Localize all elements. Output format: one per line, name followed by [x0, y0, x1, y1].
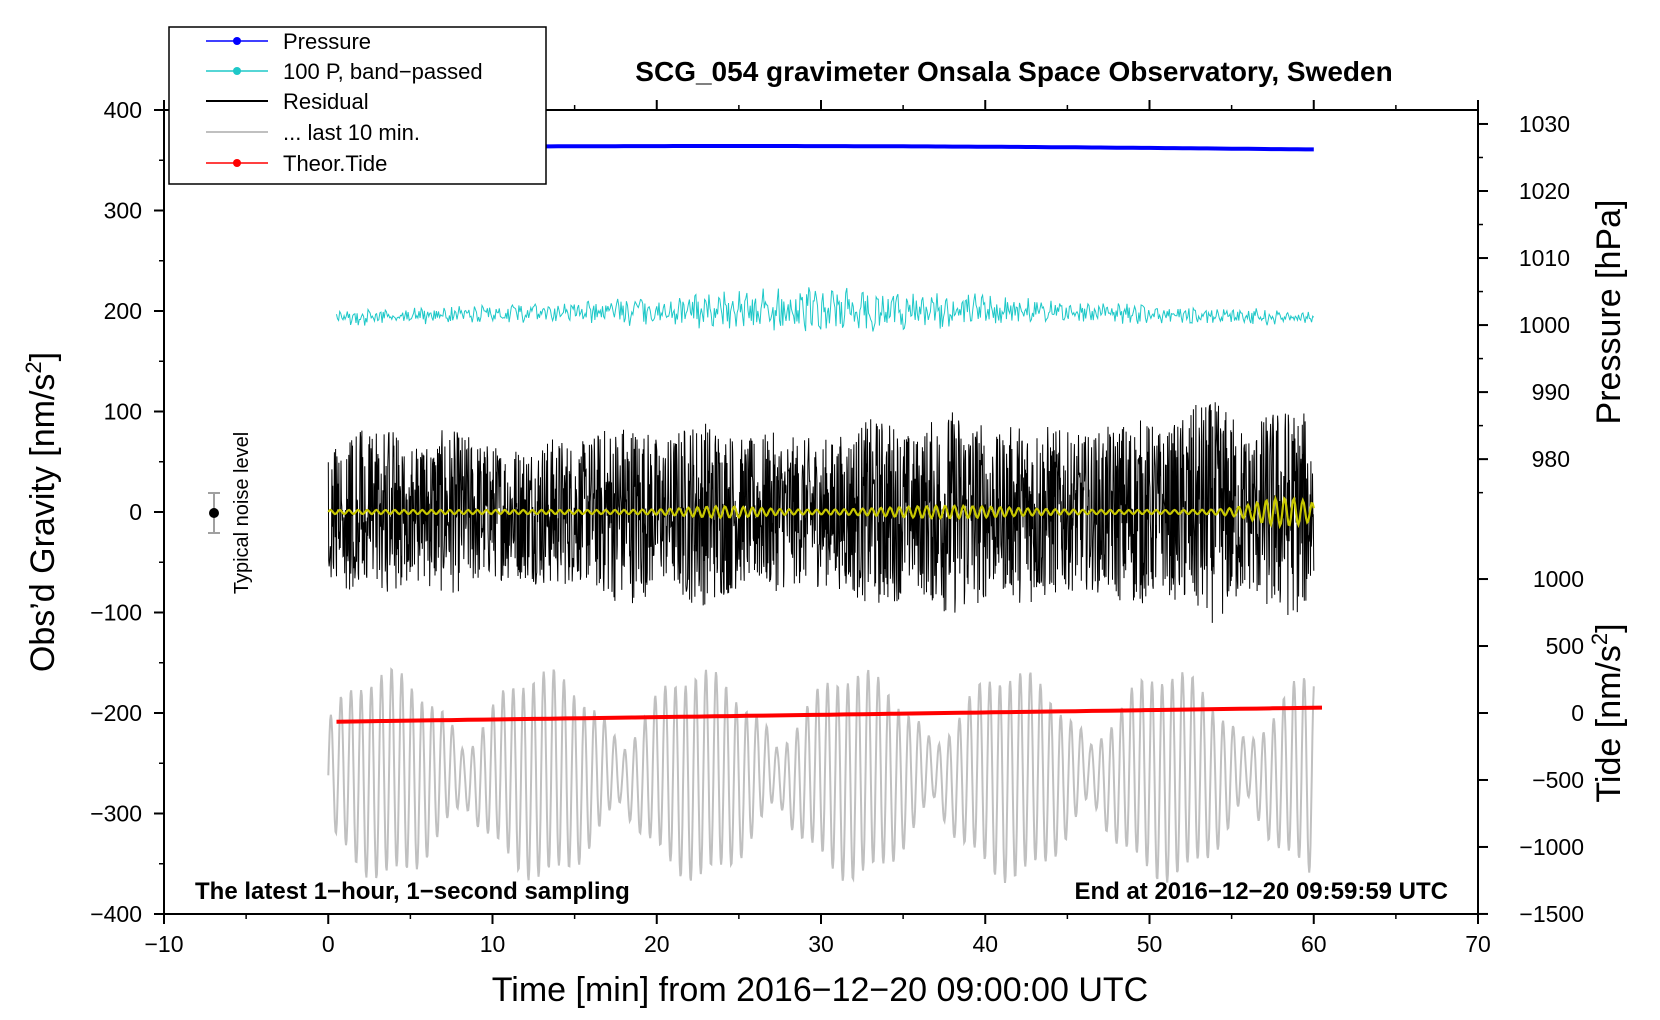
- legend: Pressure 100 P, band−passed Residual ...…: [168, 26, 547, 185]
- x-tick-label: 20: [644, 931, 670, 957]
- x-tick-label: 60: [1301, 931, 1327, 957]
- pressure-tick-label: 1010: [1519, 245, 1570, 271]
- legend-label-residual: Residual: [283, 89, 369, 114]
- legend-entry-band-passed: 100 P, band−passed: [206, 59, 483, 84]
- sampling-annotation: The latest 1−hour, 1−second sampling: [195, 878, 630, 905]
- tide-axis-ticks: 1000 500 0 −500 −1000 −1500: [1478, 566, 1584, 927]
- series-band-passed-pressure: [336, 287, 1315, 332]
- tide-axis-title: Tide [nm/s2]: [1587, 623, 1628, 802]
- tide-tick-label: −1000: [1519, 834, 1584, 860]
- x-tick-label: 50: [1137, 931, 1163, 957]
- y-left-axis-ticks: 400 300 200 100 0 −100 −200 −300 −400: [90, 97, 164, 927]
- tide-tick-label: 0: [1571, 700, 1584, 726]
- pressure-axis-ticks: 1030 1020 1010 1000 990 980: [1478, 111, 1570, 494]
- tide-tick-label: 500: [1546, 633, 1584, 659]
- x-tick-label: 40: [972, 931, 998, 957]
- legend-label-pressure: Pressure: [283, 29, 371, 54]
- legend-entry-last-10-min: ... last 10 min.: [206, 120, 420, 145]
- legend-entry-pressure: Pressure: [206, 29, 371, 54]
- chart-title: SCG_054 gravimeter Onsala Space Observat…: [635, 56, 1392, 87]
- legend-label-last-10-min: ... last 10 min.: [283, 120, 420, 145]
- pressure-tick-label: 1000: [1519, 312, 1570, 338]
- pressure-axis-title: Pressure [hPa]: [1590, 200, 1628, 425]
- y-left-tick-label: −200: [90, 700, 142, 726]
- noise-level-indicator: [208, 492, 220, 534]
- legend-label-band-passed: 100 P, band−passed: [283, 59, 483, 84]
- x-tick-label: 70: [1465, 931, 1491, 957]
- y-left-tick-label: 400: [104, 97, 142, 123]
- series-filtered-residual: [327, 494, 1315, 530]
- x-tick-label: 0: [322, 931, 335, 957]
- legend-label-theor-tide: Theor.Tide: [283, 151, 387, 176]
- x-tick-label: −10: [144, 931, 183, 957]
- legend-entry-theor-tide: Theor.Tide: [206, 151, 387, 176]
- pressure-tick-label: 1020: [1519, 178, 1570, 204]
- x-tick-label: 10: [480, 931, 506, 957]
- noise-level-label: Typical noise level: [231, 432, 253, 594]
- y-left-tick-label: −400: [90, 901, 142, 927]
- series-theor-tide: [336, 705, 1323, 724]
- x-tick-label: 30: [808, 931, 834, 957]
- y-left-axis-title: Obs’d Gravity [nm/s2]: [21, 352, 62, 672]
- end-time-annotation: End at 2016−12−20 09:59:59 UTC: [1074, 878, 1448, 905]
- pressure-tick-label: 990: [1532, 379, 1570, 405]
- x-axis-title: Time [min] from 2016−12−20 09:00:00 UTC: [492, 971, 1148, 1009]
- y-left-tick-label: −300: [90, 801, 142, 827]
- legend-entry-residual: Residual: [206, 89, 369, 114]
- tide-tick-label: −1500: [1519, 901, 1584, 927]
- y-left-tick-label: 300: [104, 198, 142, 224]
- y-left-tick-label: 0: [129, 499, 142, 525]
- tide-tick-label: 1000: [1533, 566, 1584, 592]
- tide-tick-label: −500: [1532, 767, 1584, 793]
- pressure-tick-label: 980: [1532, 446, 1570, 472]
- y-left-tick-label: 100: [104, 399, 142, 425]
- pressure-tick-label: 1030: [1519, 111, 1570, 137]
- y-left-tick-label: 200: [104, 298, 142, 324]
- legend-box: [168, 26, 547, 185]
- x-axis-ticks: −10 0 10 20 30 40 50 60 70: [144, 100, 1491, 957]
- y-left-tick-label: −100: [90, 600, 142, 626]
- series-last-10-min: [327, 667, 1315, 883]
- series-residual: [327, 402, 1315, 623]
